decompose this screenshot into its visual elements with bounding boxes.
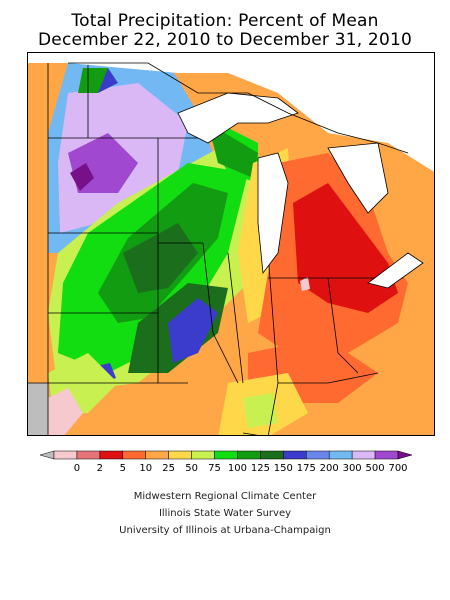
legend-label: 2 — [97, 463, 103, 474]
legend-swatch — [260, 450, 284, 460]
great-lakes — [177, 92, 424, 289]
legend-swatch — [99, 450, 124, 460]
region-west-darkpurple — [70, 163, 94, 191]
credit-organization: Midwestern Regional Climate Center — [133, 491, 317, 502]
credit-survey: Illinois State Water Survey — [158, 508, 292, 519]
legend-swatch — [53, 450, 78, 460]
legend-swatch — [168, 450, 192, 460]
legend-swatch — [191, 450, 215, 460]
precipitation-map — [27, 52, 435, 436]
lake-michigan — [257, 152, 289, 275]
legend-swatch — [237, 450, 261, 460]
legend-swatch — [283, 450, 307, 460]
legend-swatch — [122, 450, 146, 460]
legend-swatch — [374, 450, 399, 460]
legend-label: 175 — [297, 463, 316, 474]
region-sw-gray — [28, 383, 53, 435]
legend-label: 5 — [120, 463, 126, 474]
map-date-range: December 22, 2010 to December 31, 2010 — [38, 30, 412, 50]
credit-university: University of Illinois at Urbana-Champai… — [119, 525, 331, 536]
color-legend: 0 2 5 10 25 50 75 100 125 150 175 200 300 500 700 — [38, 447, 414, 483]
legend-label: 75 — [208, 463, 221, 474]
region-sw-pink — [48, 388, 83, 435]
legend-label: 300 — [343, 463, 362, 474]
legend-swatch — [214, 450, 238, 460]
legend-swatch — [145, 450, 169, 460]
canada-border — [68, 62, 409, 154]
map-title: Total Precipitation: Percent of Mean — [71, 11, 379, 31]
legend-label: 25 — [162, 463, 175, 474]
region-south-lightgreen — [243, 393, 278, 428]
legend-label: 100 — [228, 463, 247, 474]
legend-swatch — [351, 450, 376, 460]
legend-label: 500 — [366, 463, 385, 474]
legend-scale: 0 2 5 10 25 50 75 100 125 150 175 200 300 500 700 — [39, 450, 413, 474]
legend-swatch — [328, 450, 353, 460]
region-illinois-blue — [168, 298, 218, 363]
lake-huron — [327, 142, 389, 214]
legend-arrow-left — [39, 450, 55, 460]
legend-label: 50 — [185, 463, 198, 474]
lake-erie — [367, 252, 424, 289]
legend-label: 200 — [320, 463, 339, 474]
legend-swatch — [76, 450, 101, 460]
region-central-forest — [123, 223, 198, 293]
legend-label: 125 — [251, 463, 270, 474]
region-michigan-green — [208, 123, 258, 178]
legend-label: 0 — [74, 463, 80, 474]
region-north-green — [78, 68, 108, 93]
legend-arrow-right — [397, 450, 413, 460]
canada-area — [28, 53, 434, 172]
lake-superior — [177, 92, 299, 144]
legend-label: 150 — [274, 463, 293, 474]
legend-label: 10 — [139, 463, 152, 474]
legend-swatch — [306, 450, 330, 460]
region-pink-spot — [300, 277, 310, 291]
legend-label: 700 — [388, 463, 407, 474]
